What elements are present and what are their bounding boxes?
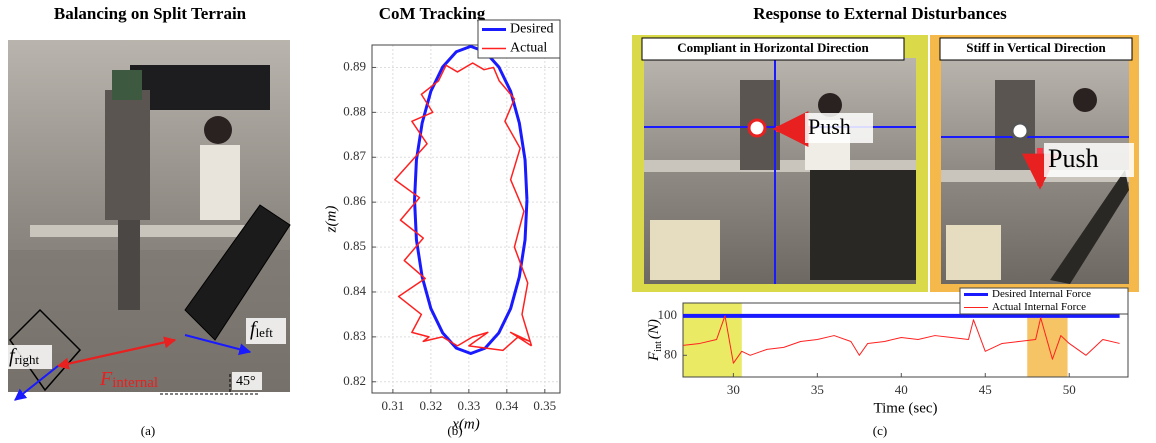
symbol: F xyxy=(646,351,662,362)
subscript: int xyxy=(653,341,664,352)
unit: (N) xyxy=(646,319,662,339)
y-tick-label: 0.83 xyxy=(343,328,366,343)
force-label: fright xyxy=(9,345,40,367)
push-label: Push xyxy=(808,114,851,139)
subscript: internal xyxy=(112,375,158,391)
subscript: left xyxy=(256,325,274,340)
subscript: right xyxy=(15,352,40,367)
y-tick-label: 0.84 xyxy=(343,283,366,298)
x-tick-label: 35 xyxy=(811,382,824,397)
y-tick-label: 0.87 xyxy=(343,148,366,163)
data-line xyxy=(682,315,1120,364)
legend-box xyxy=(477,19,561,59)
plot-frame xyxy=(371,44,561,394)
caption: (c) xyxy=(873,423,887,438)
y-tick-label: 0.89 xyxy=(343,58,366,73)
photos-c xyxy=(632,35,1139,292)
x-tick-label: 0.34 xyxy=(495,398,518,413)
y-tick-label: 0.86 xyxy=(343,193,366,208)
symbol: F xyxy=(99,368,113,390)
y-tick-label: 0.85 xyxy=(343,238,366,253)
x-tick-label: 0.33 xyxy=(457,398,480,413)
data-line xyxy=(394,62,533,352)
symbol: f xyxy=(250,318,258,340)
x-axis-label: x(m) xyxy=(451,416,479,432)
caption: (b) xyxy=(447,423,462,438)
plot-frame xyxy=(682,302,1129,378)
x-tick-label: 0.35 xyxy=(533,398,556,413)
y-tick-label: 0.82 xyxy=(343,373,366,388)
y-tick-label: 0.88 xyxy=(343,103,366,118)
x-tick-label: 50 xyxy=(1063,382,1076,397)
y-tick-label: 80 xyxy=(664,346,677,361)
y-axis-label: z(m) xyxy=(323,206,339,234)
angle-label: 45° xyxy=(236,374,256,389)
x-tick-label: 40 xyxy=(895,382,908,397)
data-line xyxy=(413,44,529,355)
legend-label: Desired Internal Force xyxy=(992,288,1091,300)
photo-label: Compliant in Horizontal Direction xyxy=(677,40,869,55)
photo-a xyxy=(6,40,291,401)
legend-box xyxy=(959,287,1129,315)
panel-title: Response to External Disturbances xyxy=(753,4,1007,23)
force-label: fleft xyxy=(250,318,273,340)
panel-title: Balancing on Split Terrain xyxy=(54,4,247,23)
x-tick-label: 0.32 xyxy=(419,398,442,413)
legend-label: Desired xyxy=(510,22,554,37)
caption: (a) xyxy=(141,423,155,438)
symbol: f xyxy=(9,345,17,367)
panel-title: CoM Tracking xyxy=(379,4,486,23)
push-label: Push xyxy=(1048,144,1099,173)
x-axis-label: Time (sec) xyxy=(873,400,937,416)
legend-label: Actual xyxy=(510,41,547,56)
x-tick-label: 0.31 xyxy=(382,398,405,413)
legend-label: Actual Internal Force xyxy=(992,301,1086,313)
y-tick-label: 100 xyxy=(658,307,678,322)
x-tick-label: 30 xyxy=(727,382,740,397)
x-tick-label: 45 xyxy=(979,382,992,397)
force-label: Finternal xyxy=(99,368,158,392)
photo-label: Stiff in Vertical Direction xyxy=(966,40,1106,55)
y-axis-label: Fint (N) xyxy=(646,319,664,362)
